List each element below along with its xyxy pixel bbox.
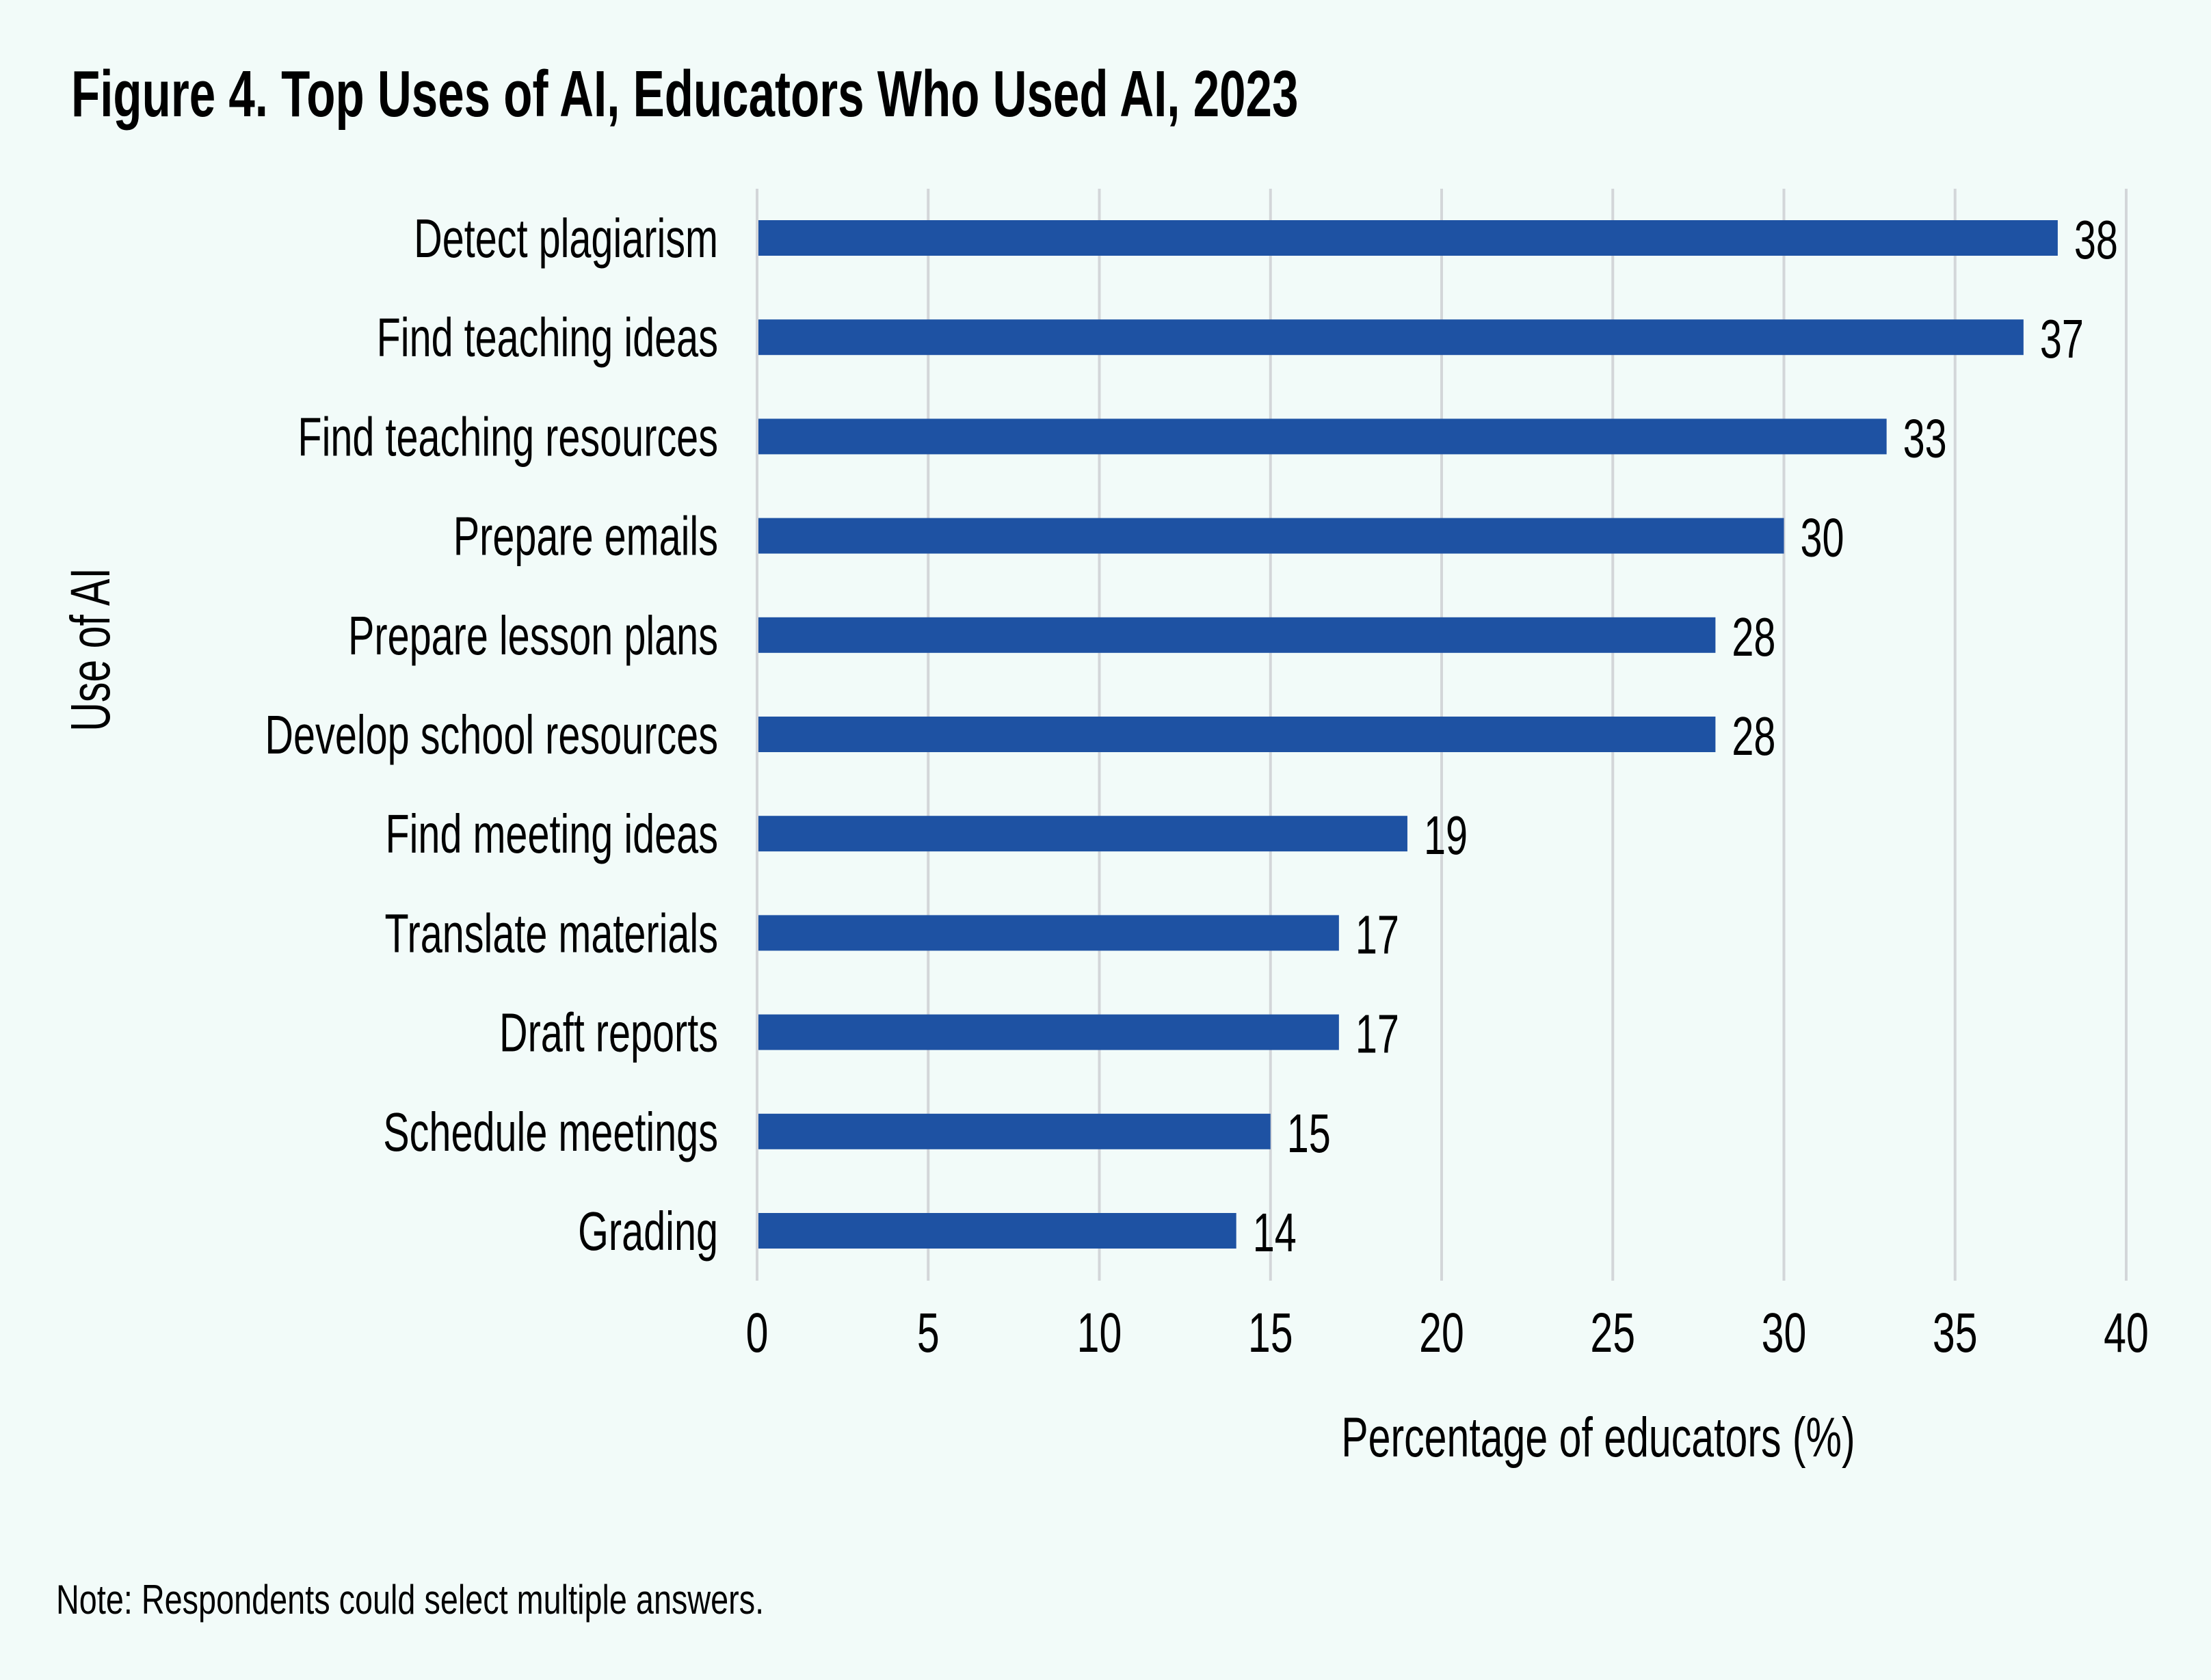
bar — [758, 220, 2058, 256]
x-tick-group: 10 — [1077, 1302, 1122, 1365]
category-label-group: Schedule meetings — [383, 1101, 718, 1162]
data-label-group: 17 — [1355, 904, 1399, 965]
bar — [758, 518, 1784, 554]
bar — [758, 319, 2024, 356]
data-label-group: 14 — [1253, 1202, 1297, 1264]
category-label: Find teaching resources — [297, 406, 718, 468]
data-label: 33 — [1903, 408, 1947, 469]
category-label-group: Find meeting ideas — [385, 803, 718, 865]
data-label: 19 — [1424, 805, 1468, 866]
category-label-group: Translate materials — [384, 903, 718, 964]
x-tick-label: 10 — [1077, 1302, 1122, 1365]
category-label-group: Grading — [578, 1201, 718, 1262]
x-tick-labels: 0 5 10 15 20 25 30 35 40 — [746, 1302, 2149, 1365]
x-tick-group: 0 — [746, 1302, 769, 1365]
data-label-group: 28 — [1732, 706, 1775, 767]
category-label: Translate materials — [384, 903, 718, 964]
data-labels: 38 37 33 30 28 28 19 17 17 15 14 — [1253, 209, 2118, 1264]
category-label: Find teaching ideas — [377, 307, 718, 369]
bar — [758, 1213, 1236, 1249]
bar — [758, 1113, 1271, 1149]
x-tick-group: 5 — [917, 1302, 940, 1365]
x-tick-label: 20 — [1419, 1302, 1464, 1365]
data-label: 17 — [1355, 1003, 1399, 1065]
data-label: 28 — [1732, 706, 1775, 767]
x-tick-label: 5 — [917, 1302, 940, 1365]
category-label-group: Detect plagiarism — [414, 208, 718, 269]
x-tick-group: 15 — [1248, 1302, 1293, 1365]
x-tick-group: 30 — [1762, 1302, 1807, 1365]
bar — [758, 418, 1887, 455]
y-axis-title: Use of AI — [59, 568, 122, 732]
bar — [758, 816, 1407, 852]
chart-note: Note: Respondents could select multiple … — [56, 1577, 764, 1623]
category-label: Develop school resources — [265, 704, 718, 766]
x-axis-title: Percentage of educators (%) — [1341, 1406, 1855, 1469]
category-label: Prepare lesson plans — [348, 604, 718, 666]
bar — [758, 717, 1716, 752]
chart-title: Figure 4. Top Uses of AI, Educators Who … — [71, 57, 1298, 131]
x-tick-label: 35 — [1933, 1302, 1978, 1365]
bar — [758, 617, 1716, 653]
x-tick-label: 40 — [2104, 1302, 2149, 1365]
x-tick-label: 25 — [1590, 1302, 1635, 1365]
data-label-group: 19 — [1424, 805, 1468, 866]
data-label-group: 33 — [1903, 408, 1947, 469]
x-tick-group: 25 — [1590, 1302, 1635, 1365]
x-tick-group: 35 — [1933, 1302, 1978, 1365]
category-label-group: Develop school resources — [265, 704, 718, 766]
category-label: Draft reports — [499, 1002, 718, 1063]
y-axis-title-group: Use of AI — [59, 568, 122, 732]
data-label-group: 37 — [2040, 308, 2084, 370]
data-label: 28 — [1732, 606, 1775, 667]
category-label: Schedule meetings — [383, 1101, 718, 1162]
x-tick-group: 40 — [2104, 1302, 2149, 1365]
x-tick-group: 20 — [1419, 1302, 1464, 1365]
bar — [758, 915, 1339, 951]
data-label: 15 — [1287, 1102, 1331, 1164]
category-label-group: Find teaching resources — [297, 406, 718, 468]
data-label-group: 28 — [1732, 606, 1775, 667]
data-label-group: 38 — [2074, 209, 2118, 271]
category-label: Grading — [578, 1201, 718, 1262]
note-group: Note: Respondents could select multiple … — [56, 1577, 764, 1623]
category-labels: Detect plagiarism Find teaching ideas Find… — [265, 208, 718, 1262]
category-label-group: Prepare emails — [453, 505, 718, 567]
data-label: 14 — [1253, 1202, 1297, 1264]
data-label: 38 — [2074, 209, 2118, 271]
category-label: Prepare emails — [453, 505, 718, 567]
data-label: 17 — [1355, 904, 1399, 965]
bar — [758, 1014, 1339, 1050]
category-label-group: Draft reports — [499, 1002, 718, 1063]
data-label-group: 17 — [1355, 1003, 1399, 1065]
bars — [758, 220, 2058, 1249]
category-label: Find meeting ideas — [385, 803, 718, 865]
data-label: 30 — [1801, 507, 1844, 568]
data-label-group: 15 — [1287, 1102, 1331, 1164]
data-label-group: 30 — [1801, 507, 1844, 568]
x-axis-title-group: Percentage of educators (%) — [1341, 1406, 1855, 1469]
category-label-group: Find teaching ideas — [377, 307, 718, 369]
x-tick-label: 30 — [1762, 1302, 1807, 1365]
x-tick-label: 0 — [746, 1302, 769, 1365]
chart-title-group: Figure 4. Top Uses of AI, Educators Who … — [71, 57, 1298, 131]
category-label: Detect plagiarism — [414, 208, 718, 269]
category-label-group: Prepare lesson plans — [348, 604, 718, 666]
data-label: 37 — [2040, 308, 2084, 370]
x-tick-label: 15 — [1248, 1302, 1293, 1365]
